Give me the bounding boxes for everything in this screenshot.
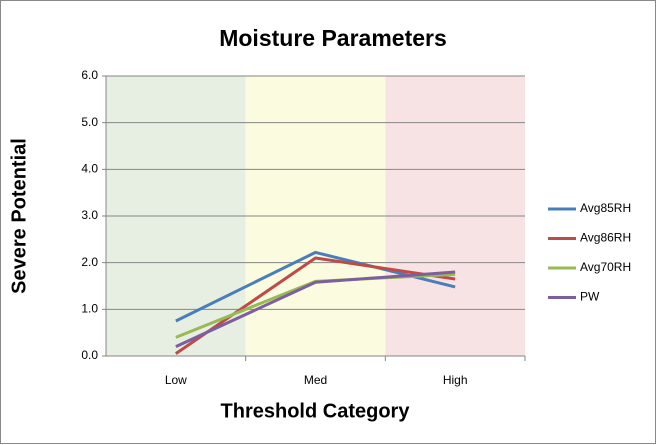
legend-label: Avg70RH — [580, 260, 631, 274]
y-tick-label: 1.0 — [81, 302, 98, 316]
y-axis-title: Severe Potential — [8, 138, 30, 294]
legend-label: Avg86RH — [580, 231, 631, 245]
legend-label: Avg85RH — [580, 201, 631, 215]
x-tick-label: Med — [304, 373, 327, 387]
y-tick-label: 0.0 — [81, 348, 98, 362]
data-line — [175, 270, 456, 349]
y-tick-label: 4.0 — [81, 162, 98, 176]
x-axis-title: Threshold Category — [221, 400, 411, 422]
x-tick-label: High — [443, 373, 468, 387]
y-tick-label: 2.0 — [81, 255, 98, 269]
y-tick-label: 5.0 — [81, 115, 98, 129]
chart-title: Moisture Parameters — [219, 25, 447, 51]
y-tick-label: 3.0 — [81, 208, 98, 222]
y-tick-label: 6.0 — [81, 68, 98, 82]
x-tick-label: Low — [165, 373, 187, 387]
data-line — [174, 256, 456, 355]
legend-label: PW — [580, 290, 600, 304]
